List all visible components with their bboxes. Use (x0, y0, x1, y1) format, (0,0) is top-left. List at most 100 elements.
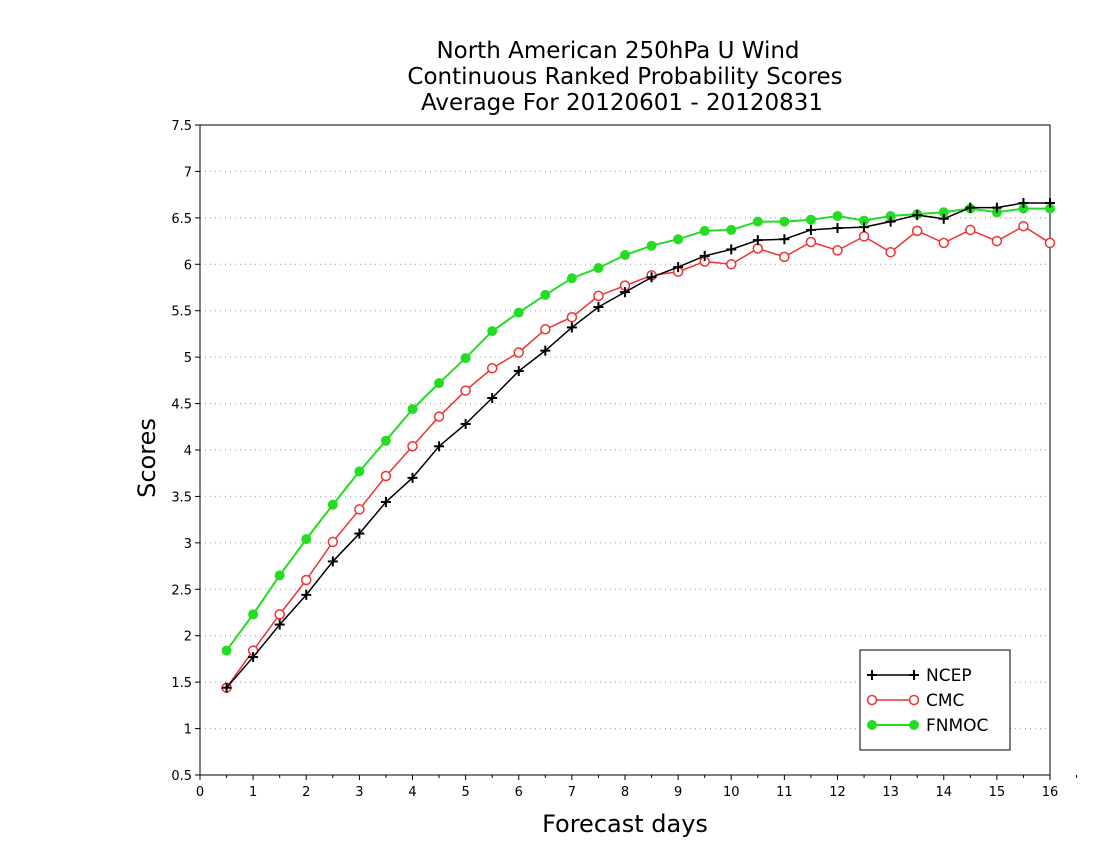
point-cmc (965, 224, 976, 236)
point-ncep (566, 322, 577, 333)
point-fnmoc (487, 326, 498, 337)
y-tick-label: 1.5 (171, 676, 192, 691)
chart-title: North American 250hPa U Wind Continuous … (407, 38, 842, 116)
point-ncep (593, 302, 604, 312)
point-ncep (779, 234, 790, 245)
y-axis-label: Scores (133, 418, 161, 498)
point-ncep (540, 345, 551, 356)
y-tick-label: 3 (184, 537, 192, 552)
point-fnmoc (779, 216, 790, 227)
point-cmc (858, 231, 870, 242)
y-tick-label: 1 (184, 723, 192, 738)
point-ncep (673, 262, 684, 273)
point-fnmoc (248, 609, 259, 620)
y-tick-label: 3.5 (171, 490, 192, 505)
legend-marker-fnmoc (867, 720, 877, 730)
point-ncep (699, 250, 710, 261)
point-cmc (566, 311, 578, 323)
y-tick-label: 5 (184, 351, 192, 366)
point-fnmoc (434, 378, 445, 389)
point-ncep (354, 528, 365, 539)
point-cmc (486, 363, 498, 374)
point-ncep (646, 272, 657, 283)
x-tick-label: 12 (829, 785, 846, 800)
y-tick-label: 0.5 (171, 769, 192, 784)
point-ncep (274, 619, 285, 630)
point-fnmoc (832, 211, 843, 221)
legend-marker-ncep (909, 670, 919, 680)
series-ncep (221, 198, 1055, 693)
series-fnmoc (221, 203, 1055, 656)
point-ncep (327, 556, 338, 567)
point-ncep (965, 202, 976, 213)
point-ncep (805, 224, 816, 235)
series-layer (221, 198, 1056, 693)
point-cmc (380, 470, 392, 482)
point-fnmoc (513, 307, 524, 318)
legend-label-ncep: NCEP (926, 666, 972, 686)
point-fnmoc (699, 225, 710, 236)
point-fnmoc (221, 645, 232, 656)
point-ncep (1045, 198, 1055, 208)
point-fnmoc (593, 263, 604, 273)
point-fnmoc (726, 224, 737, 235)
x-axis: 0 1 2 3 4 5 6 7 8 9 10 11 12 13 14 15 16 (196, 775, 1078, 800)
point-cmc (832, 245, 843, 256)
point-ncep (301, 589, 312, 600)
x-tick-label: 13 (882, 785, 899, 800)
legend-item-cmc: CMC (866, 691, 964, 711)
point-ncep (912, 210, 923, 221)
point-cmc (1018, 220, 1029, 232)
point-fnmoc (540, 289, 551, 300)
y-tick-label: 7.5 (171, 119, 192, 134)
y-tick-label: 4.5 (171, 398, 192, 413)
x-tick-label: 10 (723, 785, 740, 800)
x-tick-label: 8 (621, 785, 629, 800)
x-tick-label: 3 (355, 785, 363, 800)
point-fnmoc (327, 499, 338, 510)
x-tick-label: 0 (196, 785, 204, 800)
x-tick-label: 11 (776, 785, 793, 800)
point-cmc (911, 225, 923, 237)
point-ncep (938, 213, 949, 224)
point-cmc (726, 259, 737, 270)
point-cmc (354, 504, 365, 515)
point-ncep (513, 366, 524, 377)
point-cmc (460, 385, 471, 396)
point-ncep (1018, 198, 1029, 208)
point-fnmoc (407, 404, 418, 415)
point-cmc (991, 235, 1003, 247)
point-cmc (327, 536, 339, 548)
point-ncep (221, 682, 232, 693)
series-line-ncep (225, 202, 1050, 689)
point-cmc (752, 243, 764, 254)
legend-item-fnmoc: FNMOC (867, 716, 988, 736)
point-cmc (274, 609, 285, 620)
legend-label-cmc: CMC (926, 691, 964, 711)
point-cmc (407, 441, 418, 452)
point-fnmoc (566, 273, 577, 284)
series-line-cmc (225, 225, 1051, 689)
y-tick-label: 4 (184, 444, 192, 459)
title-line-3: Average For 20120601 - 20120831 (421, 90, 823, 116)
point-cmc (779, 251, 790, 263)
point-fnmoc (805, 214, 816, 225)
point-fnmoc (274, 570, 285, 581)
y-tick-label: 5.5 (171, 305, 192, 320)
y-tick-label: 2 (184, 630, 192, 645)
point-ncep (726, 244, 737, 255)
legend: NCEP CMC FNMOC (859, 649, 1011, 751)
y-axis: 0.5 1 1.5 2 2.5 3 3.5 4 4.5 5 5.5 6 6.5 7 7.5 (171, 119, 200, 784)
x-tick-label: 2 (302, 785, 310, 800)
point-cmc (805, 236, 817, 248)
point-cmc (885, 246, 896, 258)
point-cmc (513, 347, 524, 358)
series-cmc (221, 220, 1056, 693)
point-ncep (460, 419, 471, 429)
point-ncep (832, 223, 843, 234)
y-tick-label: 2.5 (171, 583, 192, 598)
point-fnmoc (620, 250, 630, 260)
y-tick-label: 6.5 (171, 212, 192, 227)
point-fnmoc (354, 466, 365, 477)
